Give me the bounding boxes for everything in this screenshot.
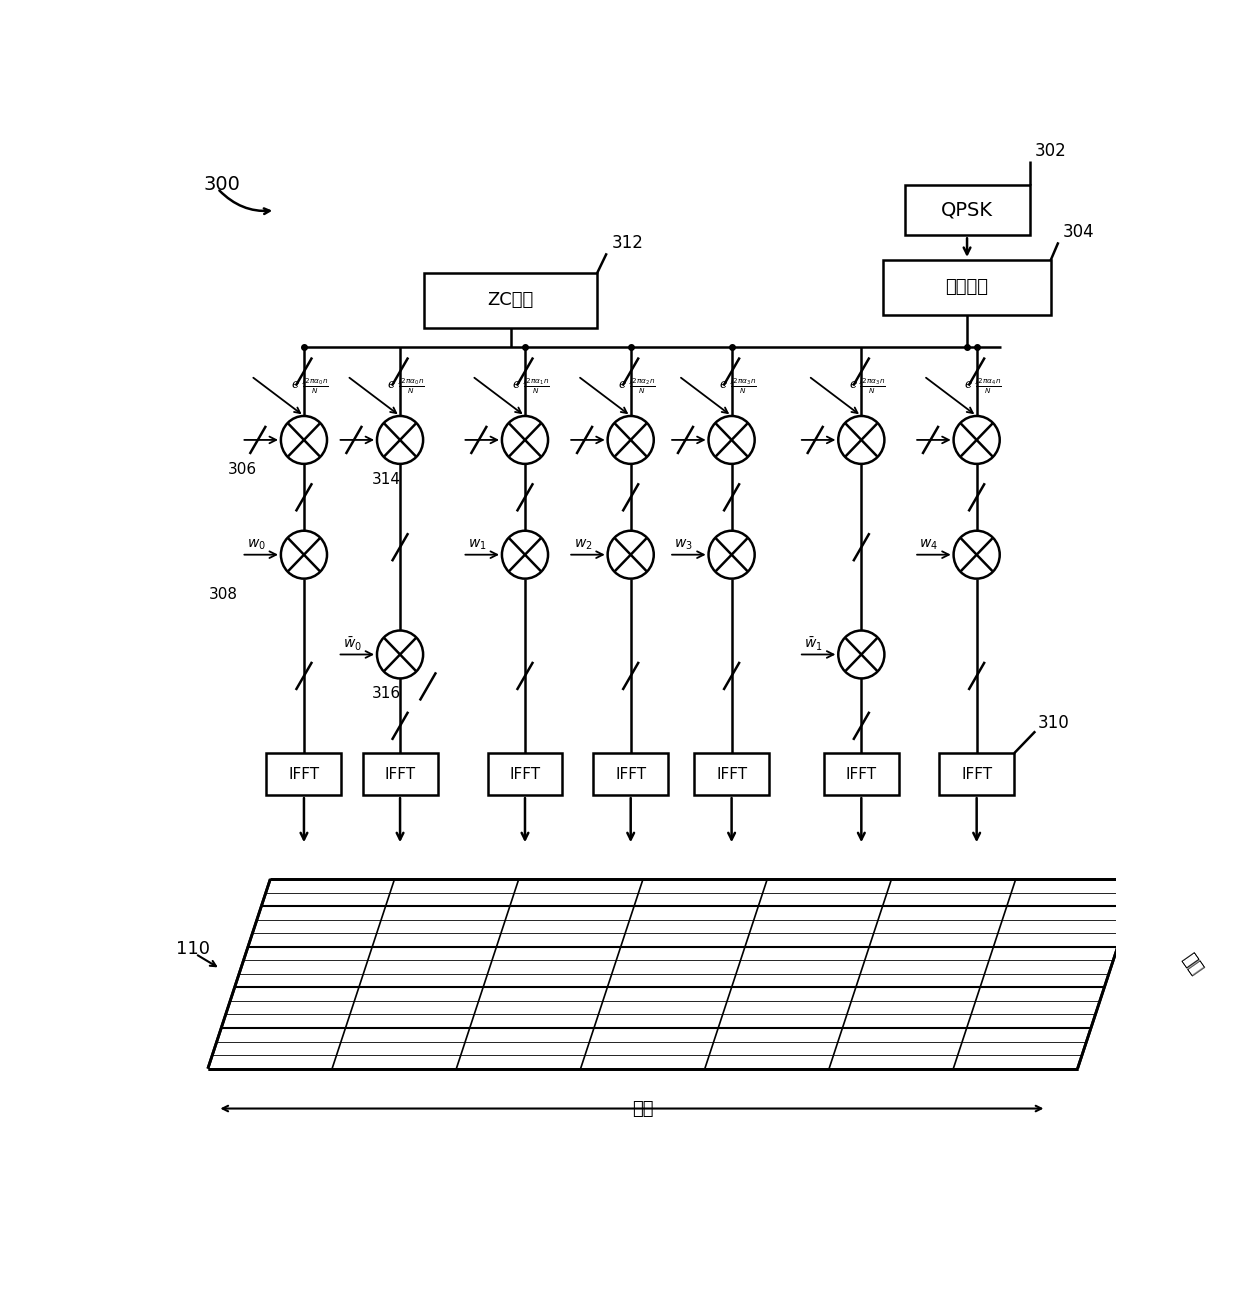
FancyBboxPatch shape [823, 753, 899, 796]
Text: 304: 304 [1063, 223, 1095, 241]
Text: IFFT: IFFT [846, 767, 877, 781]
Text: 带宽: 带宽 [1178, 950, 1205, 977]
Text: e: e [291, 378, 299, 391]
Text: $\frac{j2\pi\alpha_1 n}{N}$: $\frac{j2\pi\alpha_1 n}{N}$ [523, 376, 549, 397]
FancyBboxPatch shape [883, 259, 1052, 315]
Circle shape [708, 416, 755, 464]
Text: $\frac{j2\pi\alpha_3 n}{N}$: $\frac{j2\pi\alpha_3 n}{N}$ [859, 376, 887, 397]
Text: $w_4$: $w_4$ [919, 538, 939, 552]
Text: IFFT: IFFT [384, 767, 415, 781]
Circle shape [281, 531, 327, 578]
Circle shape [281, 416, 327, 464]
Text: 110: 110 [176, 940, 210, 958]
Text: e: e [619, 378, 626, 391]
Text: $\bar{w}_1$: $\bar{w}_1$ [805, 636, 823, 653]
Text: 序列扩展: 序列扩展 [946, 279, 988, 297]
FancyBboxPatch shape [593, 753, 668, 796]
Text: e: e [388, 378, 396, 391]
FancyBboxPatch shape [424, 272, 596, 328]
Text: $w_0$: $w_0$ [247, 538, 265, 552]
Text: 310: 310 [1038, 714, 1070, 732]
Text: $w_1$: $w_1$ [467, 538, 486, 552]
Circle shape [608, 416, 653, 464]
Text: ZC序列: ZC序列 [487, 292, 533, 310]
FancyBboxPatch shape [905, 185, 1029, 236]
Circle shape [502, 416, 548, 464]
Text: 302: 302 [1034, 141, 1066, 159]
Text: e: e [513, 378, 521, 391]
Text: QPSK: QPSK [941, 201, 993, 220]
FancyBboxPatch shape [362, 753, 438, 796]
FancyBboxPatch shape [939, 753, 1014, 796]
Text: IFFT: IFFT [615, 767, 646, 781]
Circle shape [377, 416, 423, 464]
Circle shape [502, 531, 548, 578]
Text: 308: 308 [208, 587, 238, 601]
Circle shape [954, 531, 999, 578]
Text: IFFT: IFFT [289, 767, 320, 781]
FancyBboxPatch shape [267, 753, 341, 796]
Circle shape [954, 416, 999, 464]
Text: $\frac{j2\pi\alpha_3 n}{N}$: $\frac{j2\pi\alpha_3 n}{N}$ [729, 376, 756, 397]
Text: $w_2$: $w_2$ [574, 538, 593, 552]
Text: $\frac{j2\pi\alpha_0 n}{N}$: $\frac{j2\pi\alpha_0 n}{N}$ [303, 376, 329, 397]
FancyBboxPatch shape [487, 753, 563, 796]
Text: $w_3$: $w_3$ [675, 538, 693, 552]
Text: 314: 314 [372, 472, 402, 487]
Text: e: e [719, 378, 727, 391]
Text: $\frac{j2\pi\alpha_0 n}{N}$: $\frac{j2\pi\alpha_0 n}{N}$ [398, 376, 425, 397]
Text: IFFT: IFFT [510, 767, 541, 781]
Text: e: e [849, 378, 857, 391]
Circle shape [377, 631, 423, 678]
Text: 300: 300 [203, 175, 239, 194]
Circle shape [838, 416, 884, 464]
Circle shape [608, 531, 653, 578]
Text: $\bar{w}_0$: $\bar{w}_0$ [342, 636, 362, 653]
Circle shape [708, 531, 755, 578]
Text: 316: 316 [372, 687, 402, 701]
Text: $\frac{j2\pi\alpha_4 n}{N}$: $\frac{j2\pi\alpha_4 n}{N}$ [975, 376, 1002, 397]
Circle shape [838, 631, 884, 678]
Text: $\frac{j2\pi\alpha_2 n}{N}$: $\frac{j2\pi\alpha_2 n}{N}$ [629, 376, 656, 397]
FancyBboxPatch shape [694, 753, 769, 796]
Text: 306: 306 [228, 461, 257, 477]
Text: 时隙: 时隙 [632, 1099, 653, 1117]
Text: e: e [965, 378, 972, 391]
Text: 312: 312 [611, 235, 644, 253]
Text: IFFT: IFFT [715, 767, 748, 781]
Text: IFFT: IFFT [961, 767, 992, 781]
